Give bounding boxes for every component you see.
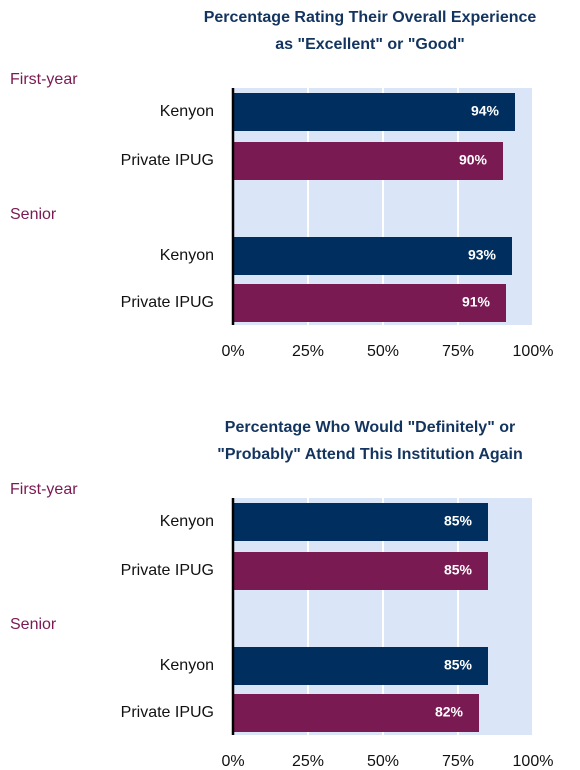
bar <box>233 503 488 541</box>
group-label: First-year <box>10 71 78 88</box>
category-label: Kenyon <box>160 247 214 264</box>
x-tick-label: 75% <box>442 343 474 360</box>
group-label: Senior <box>10 206 57 223</box>
value-label: 93% <box>468 247 497 263</box>
category-label: Private IPUG <box>121 152 214 169</box>
x-tick-label: 0% <box>221 343 244 360</box>
x-tick-label: 50% <box>367 753 399 770</box>
x-tick-label: 25% <box>292 753 324 770</box>
value-label: 94% <box>471 103 500 119</box>
value-label: 90% <box>459 152 488 168</box>
x-tick-label: 25% <box>292 343 324 360</box>
bar <box>233 694 479 732</box>
group-label: First-year <box>10 481 78 498</box>
value-label: 82% <box>435 704 464 720</box>
value-label: 85% <box>444 513 473 529</box>
chart-title: as "Excellent" or "Good" <box>275 36 465 53</box>
category-label: Private IPUG <box>121 294 214 311</box>
value-label: 91% <box>462 294 491 310</box>
category-label: Kenyon <box>160 657 214 674</box>
bar <box>233 284 506 322</box>
category-label: Kenyon <box>160 513 214 530</box>
category-label: Private IPUG <box>121 704 214 721</box>
bar <box>233 647 488 685</box>
value-label: 85% <box>444 562 473 578</box>
x-tick-label: 100% <box>513 343 554 360</box>
chart-title: "Probably" Attend This Institution Again <box>217 446 523 463</box>
value-label: 85% <box>444 657 473 673</box>
category-label: Private IPUG <box>121 562 214 579</box>
x-tick-label: 50% <box>367 343 399 360</box>
bar <box>233 552 488 590</box>
x-tick-label: 100% <box>513 753 554 770</box>
bar <box>233 142 503 180</box>
group-label: Senior <box>10 616 57 633</box>
x-tick-label: 0% <box>221 753 244 770</box>
chart-title: Percentage Rating Their Overall Experien… <box>204 9 537 26</box>
bar <box>233 93 515 131</box>
bar <box>233 237 512 275</box>
chart-title: Percentage Who Would "Definitely" or <box>225 419 515 436</box>
category-label: Kenyon <box>160 103 214 120</box>
x-tick-label: 75% <box>442 753 474 770</box>
